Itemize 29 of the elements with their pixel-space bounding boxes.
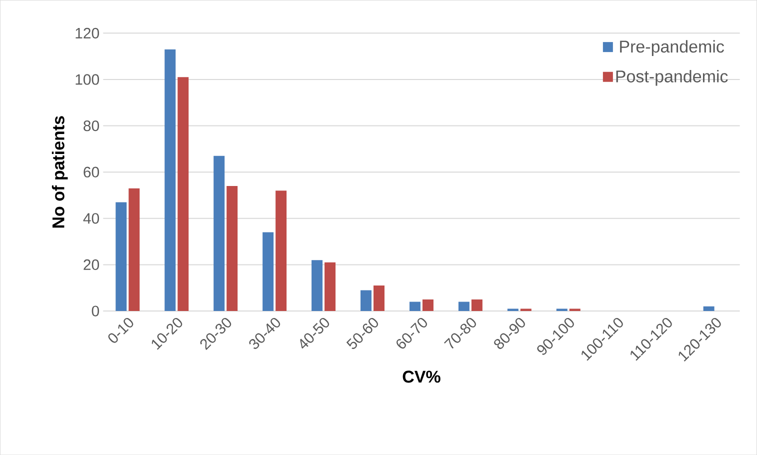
bar bbox=[471, 299, 482, 311]
y-tick-label: 100 bbox=[76, 74, 100, 85]
x-axis-title: CV% bbox=[402, 370, 440, 383]
y-tick-label: 60 bbox=[84, 166, 100, 178]
x-tick-label: 0-10 bbox=[108, 318, 134, 343]
bar bbox=[458, 302, 470, 311]
bar bbox=[324, 262, 336, 311]
bar bbox=[128, 188, 140, 311]
y-axis-title: No of patients bbox=[52, 116, 68, 228]
bar bbox=[703, 306, 714, 311]
y-tick-label: 40 bbox=[83, 213, 100, 224]
bar bbox=[116, 202, 127, 311]
y-tick-label: 120 bbox=[76, 28, 100, 38]
bar bbox=[312, 260, 323, 311]
legend-label: Pre-pandemic bbox=[620, 40, 724, 56]
bar bbox=[409, 302, 420, 311]
y-tick-label: 20 bbox=[84, 259, 100, 270]
bar bbox=[164, 49, 176, 311]
bar bbox=[262, 232, 274, 311]
bar bbox=[360, 290, 372, 311]
y-tick-label: 0 bbox=[92, 306, 100, 316]
y-tick-label: 80 bbox=[84, 120, 100, 132]
bar bbox=[276, 190, 287, 311]
bar bbox=[374, 285, 384, 311]
bar bbox=[226, 186, 238, 311]
bar bbox=[214, 156, 225, 311]
legend-label: Post-pandemic bbox=[616, 70, 728, 86]
bar bbox=[422, 299, 434, 311]
bar bbox=[178, 77, 189, 311]
